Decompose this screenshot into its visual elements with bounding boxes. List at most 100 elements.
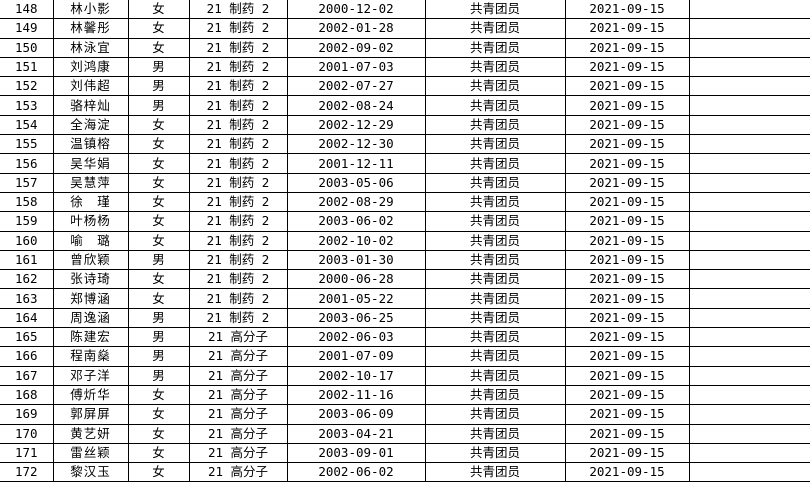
row-number-cell[interactable]: 149: [0, 18, 54, 39]
join-date-cell[interactable]: 2021-09-15: [564, 37, 690, 58]
gender-cell[interactable]: 女: [127, 384, 190, 406]
join-date-cell[interactable]: 2021-09-15: [564, 462, 690, 483]
gender-cell[interactable]: 女: [127, 462, 190, 483]
empty-cell[interactable]: [688, 404, 810, 425]
birth-date-cell[interactable]: 2003-05-06: [286, 172, 426, 193]
empty-cell[interactable]: [688, 442, 810, 464]
birth-date-cell[interactable]: 2001-07-03: [286, 56, 426, 78]
empty-cell[interactable]: [688, 134, 810, 155]
class-name-cell[interactable]: 21 制药 2: [188, 307, 288, 329]
gender-cell[interactable]: 女: [127, 211, 190, 232]
student-name-cell[interactable]: 刘鸿康: [52, 56, 129, 78]
gender-cell[interactable]: 女: [127, 172, 190, 193]
gender-cell[interactable]: 女: [127, 423, 190, 444]
empty-cell[interactable]: [688, 76, 810, 97]
birth-date-cell[interactable]: 2003-06-09: [286, 404, 426, 425]
political-status-cell[interactable]: 共青团员: [424, 327, 566, 348]
empty-cell[interactable]: [688, 423, 810, 444]
birth-date-cell[interactable]: 2003-06-25: [286, 307, 426, 329]
political-status-cell[interactable]: 共青团员: [424, 249, 566, 271]
join-date-cell[interactable]: 2021-09-15: [564, 153, 690, 174]
student-name-cell[interactable]: 陈建宏: [52, 327, 129, 348]
political-status-cell[interactable]: 共青团员: [424, 76, 566, 97]
gender-cell[interactable]: 男: [127, 327, 190, 348]
political-status-cell[interactable]: 共青团员: [424, 153, 566, 174]
class-name-cell[interactable]: 21 制药 2: [188, 18, 288, 39]
empty-cell[interactable]: [688, 172, 810, 193]
row-number-cell[interactable]: 158: [0, 191, 54, 213]
gender-cell[interactable]: 男: [127, 365, 190, 386]
class-name-cell[interactable]: 21 高分子: [188, 384, 288, 406]
gender-cell[interactable]: 女: [127, 404, 190, 425]
student-name-cell[interactable]: 温镇榕: [52, 134, 129, 155]
student-name-cell[interactable]: 郑博涵: [52, 288, 129, 309]
class-name-cell[interactable]: 21 制药 2: [188, 230, 288, 251]
empty-cell[interactable]: [688, 269, 810, 290]
political-status-cell[interactable]: 共青团员: [424, 114, 566, 136]
join-date-cell[interactable]: 2021-09-15: [564, 56, 690, 78]
empty-cell[interactable]: [688, 56, 810, 78]
student-name-cell[interactable]: 黎汉玉: [52, 462, 129, 483]
political-status-cell[interactable]: 共青团员: [424, 346, 566, 367]
student-name-cell[interactable]: 黄艺妍: [52, 423, 129, 444]
empty-cell[interactable]: [688, 462, 810, 483]
row-number-cell[interactable]: 161: [0, 249, 54, 271]
political-status-cell[interactable]: 共青团员: [424, 384, 566, 406]
birth-date-cell[interactable]: 2003-04-21: [286, 423, 426, 444]
political-status-cell[interactable]: 共青团员: [424, 211, 566, 232]
birth-date-cell[interactable]: 2002-08-29: [286, 191, 426, 213]
student-name-cell[interactable]: 傅炘华: [52, 384, 129, 406]
birth-date-cell[interactable]: 2002-10-17: [286, 365, 426, 386]
row-number-cell[interactable]: 162: [0, 269, 54, 290]
class-name-cell[interactable]: 21 高分子: [188, 365, 288, 386]
class-name-cell[interactable]: 21 制药 2: [188, 153, 288, 174]
join-date-cell[interactable]: 2021-09-15: [564, 288, 690, 309]
class-name-cell[interactable]: 21 高分子: [188, 327, 288, 348]
row-number-cell[interactable]: 151: [0, 56, 54, 78]
row-number-cell[interactable]: 155: [0, 134, 54, 155]
student-name-cell[interactable]: 吴慧萍: [52, 172, 129, 193]
join-date-cell[interactable]: 2021-09-15: [564, 172, 690, 193]
gender-cell[interactable]: 女: [127, 269, 190, 290]
political-status-cell[interactable]: 共青团员: [424, 230, 566, 251]
join-date-cell[interactable]: 2021-09-15: [564, 269, 690, 290]
row-number-cell[interactable]: 166: [0, 346, 54, 367]
student-name-cell[interactable]: 徐 瑾: [52, 191, 129, 213]
birth-date-cell[interactable]: 2002-01-28: [286, 18, 426, 39]
student-name-cell[interactable]: 喻 璐: [52, 230, 129, 251]
row-number-cell[interactable]: 159: [0, 211, 54, 232]
birth-date-cell[interactable]: 2002-06-03: [286, 327, 426, 348]
political-status-cell[interactable]: 共青团员: [424, 288, 566, 309]
political-status-cell[interactable]: 共青团员: [424, 18, 566, 39]
row-number-cell[interactable]: 150: [0, 37, 54, 58]
row-number-cell[interactable]: 169: [0, 404, 54, 425]
empty-cell[interactable]: [688, 211, 810, 232]
row-number-cell[interactable]: 168: [0, 384, 54, 406]
join-date-cell[interactable]: 2021-09-15: [564, 134, 690, 155]
empty-cell[interactable]: [688, 288, 810, 309]
political-status-cell[interactable]: 共青团员: [424, 307, 566, 329]
gender-cell[interactable]: 男: [127, 95, 190, 116]
gender-cell[interactable]: 女: [127, 37, 190, 58]
class-name-cell[interactable]: 21 制药 2: [188, 269, 288, 290]
political-status-cell[interactable]: 共青团员: [424, 95, 566, 116]
row-number-cell[interactable]: 160: [0, 230, 54, 251]
class-name-cell[interactable]: 21 制药 2: [188, 211, 288, 232]
join-date-cell[interactable]: 2021-09-15: [564, 307, 690, 329]
join-date-cell[interactable]: 2021-09-15: [564, 76, 690, 97]
empty-cell[interactable]: [688, 191, 810, 213]
class-name-cell[interactable]: 21 高分子: [188, 423, 288, 444]
empty-cell[interactable]: [688, 230, 810, 251]
row-number-cell[interactable]: 163: [0, 288, 54, 309]
gender-cell[interactable]: 男: [127, 76, 190, 97]
join-date-cell[interactable]: 2021-09-15: [564, 114, 690, 136]
political-status-cell[interactable]: 共青团员: [424, 404, 566, 425]
birth-date-cell[interactable]: 2001-07-09: [286, 346, 426, 367]
birth-date-cell[interactable]: 2003-06-02: [286, 211, 426, 232]
student-name-cell[interactable]: 吴华娟: [52, 153, 129, 174]
gender-cell[interactable]: 男: [127, 249, 190, 271]
join-date-cell[interactable]: 2021-09-15: [564, 384, 690, 406]
class-name-cell[interactable]: 21 高分子: [188, 442, 288, 464]
join-date-cell[interactable]: 2021-09-15: [564, 365, 690, 386]
empty-cell[interactable]: [688, 0, 810, 20]
